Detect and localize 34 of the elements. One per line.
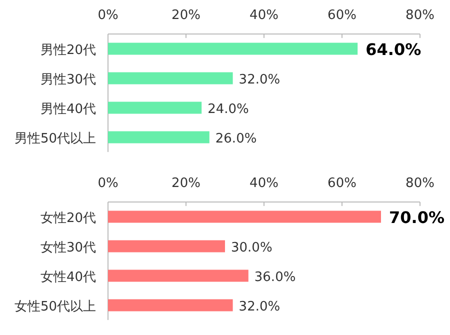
x-tick-label: 80% (406, 176, 434, 191)
x-tick-label: 60% (328, 8, 356, 23)
y-tick-label: 女性20代 (40, 210, 96, 226)
x-tick-label: 0% (98, 176, 118, 191)
y-tick-label: 男性50代以上 (14, 131, 96, 146)
bar (108, 102, 202, 114)
bar (108, 299, 233, 312)
y-tick-label: 男性30代 (40, 72, 96, 88)
bar (108, 240, 225, 252)
y-tick-label: 女性30代 (40, 240, 96, 256)
x-tick-label: 20% (172, 176, 200, 191)
data-label: 32.0% (238, 72, 280, 88)
x-tick-label: 60% (328, 176, 356, 191)
y-tick-label: 女性40代 (40, 270, 96, 285)
y-tick-label: 男性40代 (40, 102, 96, 117)
x-tick-label: 0% (98, 8, 118, 23)
x-tick-label: 40% (250, 176, 278, 191)
x-tick-label: 40% (250, 8, 278, 23)
data-label: 36.0% (254, 270, 296, 285)
data-label: 30.0% (231, 240, 272, 256)
data-label: 32.0% (238, 299, 280, 314)
y-tick-label: 女性50代以上 (14, 299, 96, 314)
x-tick-label: 80% (406, 8, 434, 23)
y-tick-label: 男性20代 (40, 42, 96, 58)
bar (108, 131, 210, 144)
bar (108, 72, 233, 84)
bar (108, 270, 248, 282)
bar (108, 42, 358, 55)
data-label: 70.0% (389, 208, 445, 227)
data-label: 26.0% (215, 131, 257, 146)
x-tick-label: 20% (172, 8, 200, 23)
bar (108, 210, 381, 223)
data-label: 64.0% (366, 40, 422, 59)
data-label: 24.0% (208, 102, 249, 117)
